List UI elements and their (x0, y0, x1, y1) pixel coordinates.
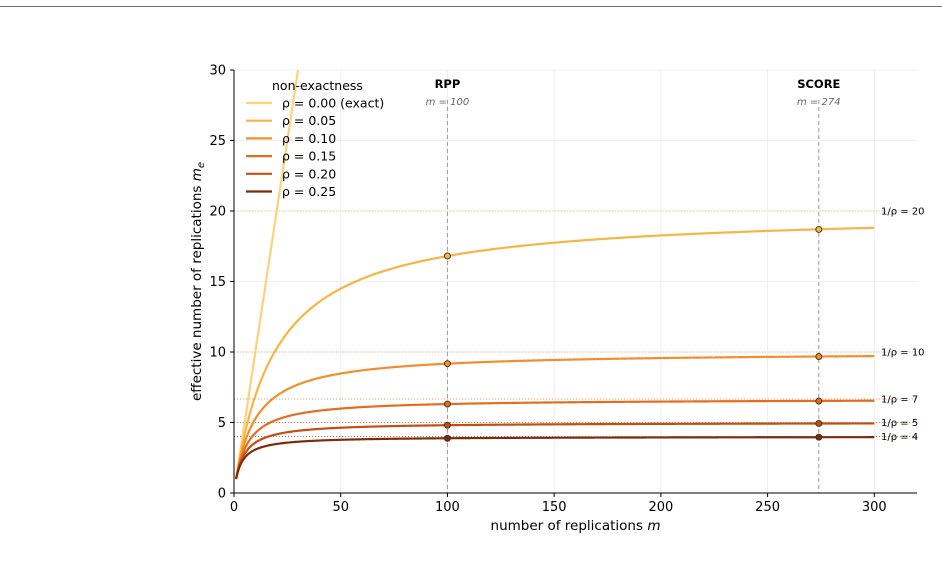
legend-label: ρ = 0.25 (282, 184, 336, 199)
legend-label: ρ = 0.05 (282, 113, 336, 128)
data-point (443, 360, 451, 368)
data-point (815, 433, 823, 441)
x-tick-label: 200 (648, 500, 673, 515)
y-tick-label: 25 (209, 134, 226, 149)
y-tick-label: 5 (218, 416, 226, 431)
x-tick-label: 150 (542, 500, 567, 515)
top-divider (0, 6, 942, 7)
legend-label: ρ = 0.20 (282, 166, 336, 181)
x-tick-label: 250 (755, 500, 780, 515)
asymptote-label: 1/ρ = 10 (881, 348, 925, 359)
legend-label: ρ = 0.15 (282, 149, 336, 164)
x-tick-label: 300 (862, 500, 887, 515)
data-point (443, 400, 451, 408)
series-line (235, 436, 875, 480)
series-line (235, 70, 300, 480)
series-group (235, 70, 875, 480)
y-tick-label: 15 (209, 275, 226, 290)
x-tick-label: 0 (230, 500, 238, 515)
series-line (235, 355, 875, 480)
asymptote-label: 1/ρ = 4 (881, 432, 918, 443)
asymptote-label: 1/ρ = 7 (881, 394, 918, 405)
series-line (235, 399, 875, 480)
legend-title: non-exactness (272, 78, 363, 93)
y-tick-label: 10 (209, 346, 226, 361)
data-point (815, 353, 823, 360)
x-tick-label: 100 (435, 500, 460, 515)
reference-label: RPP (435, 77, 461, 91)
data-point (443, 421, 451, 429)
x-tick-label: 50 (332, 500, 349, 515)
y-tick-label: 0 (218, 487, 226, 502)
reference-sublabel: m = 100 (426, 97, 470, 108)
data-point (443, 252, 451, 260)
y-tick-label: 20 (209, 205, 226, 220)
asymptote-label: 1/ρ = 20 (881, 207, 925, 218)
series-line (235, 226, 875, 480)
data-point (815, 226, 823, 233)
asymptote-label: 1/ρ = 5 (881, 418, 918, 429)
data-point (815, 397, 823, 405)
x-axis-title: number of replications m (491, 518, 661, 534)
reference-label: SCORE (797, 77, 840, 91)
legend-label: ρ = 0.10 (282, 131, 336, 146)
data-point (443, 434, 451, 442)
legend-label: ρ = 0.00 (exact) (282, 96, 384, 111)
y-axis-title: effective number of replications me (189, 162, 207, 401)
reference-sublabel: m = 274 (797, 97, 841, 108)
y-tick-label: 30 (209, 64, 226, 79)
data-point (815, 420, 823, 427)
series-line (235, 422, 875, 480)
